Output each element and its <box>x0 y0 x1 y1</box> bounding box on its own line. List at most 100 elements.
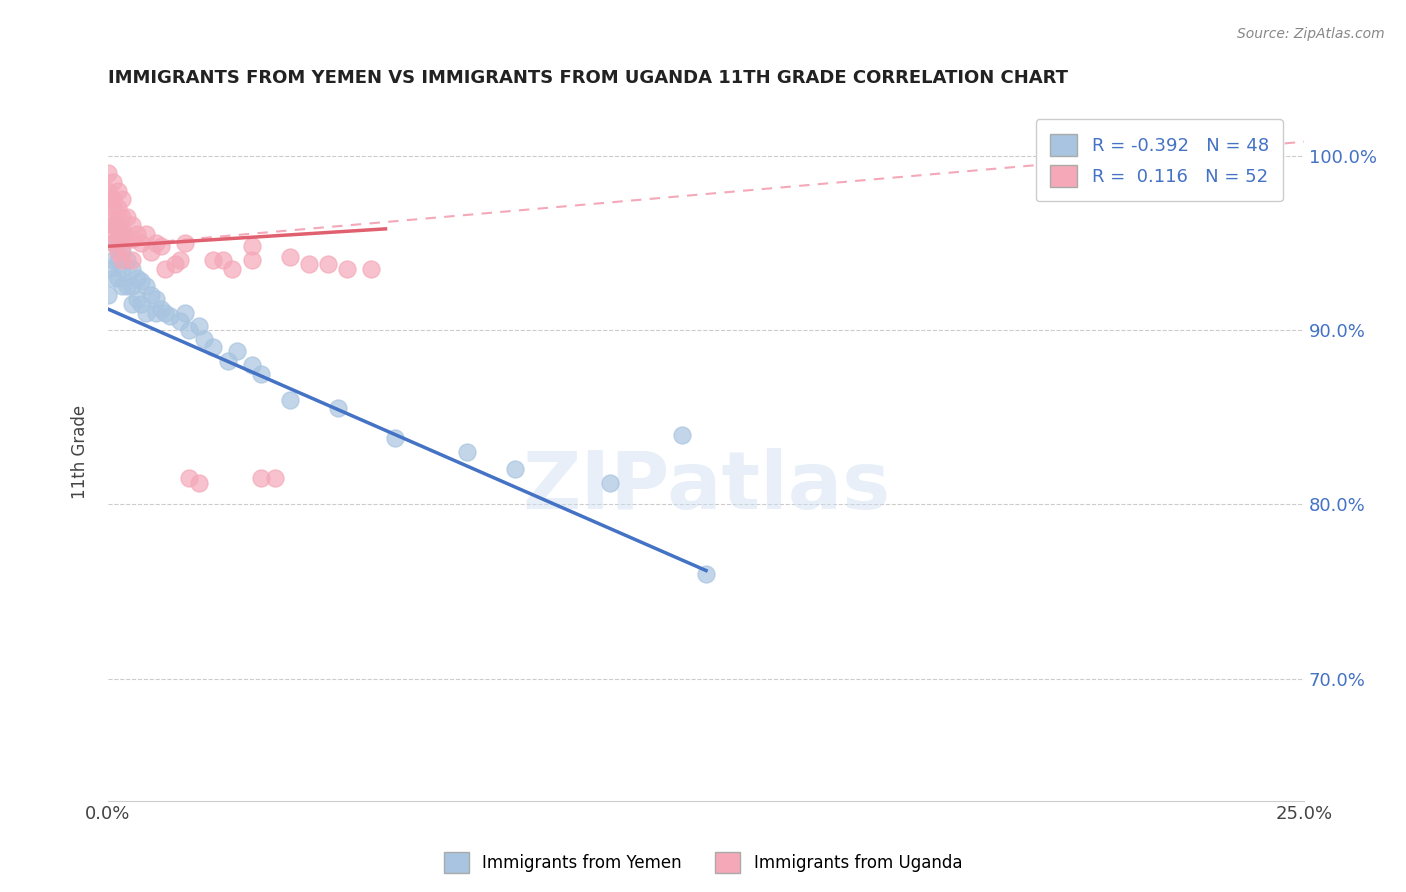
Point <box>97 166 120 180</box>
Point <box>131 235 153 250</box>
Point <box>125 227 148 241</box>
Point <box>121 253 143 268</box>
Point <box>97 262 120 277</box>
Point <box>107 184 129 198</box>
Point <box>135 279 157 293</box>
Point <box>240 239 263 253</box>
Point <box>115 232 138 246</box>
Point <box>278 250 301 264</box>
Point <box>111 244 134 259</box>
Point <box>298 257 321 271</box>
Point <box>145 235 167 250</box>
Point <box>107 219 129 233</box>
Point <box>145 292 167 306</box>
Point <box>107 253 129 268</box>
Point <box>240 358 263 372</box>
Point <box>111 239 134 253</box>
Point <box>101 192 124 206</box>
Point <box>240 253 263 268</box>
Point <box>107 201 129 215</box>
Point <box>111 253 134 268</box>
Point <box>139 288 162 302</box>
Point <box>111 262 134 277</box>
Point <box>217 354 239 368</box>
Point <box>187 319 209 334</box>
Point <box>155 262 177 277</box>
Point <box>101 219 124 233</box>
Point <box>211 253 233 268</box>
Point <box>101 201 124 215</box>
Point <box>326 401 349 416</box>
Point <box>278 392 301 407</box>
Text: ZIPatlas: ZIPatlas <box>522 448 890 526</box>
Point <box>169 253 191 268</box>
Point <box>187 476 209 491</box>
Point <box>125 292 148 306</box>
Legend: Immigrants from Yemen, Immigrants from Uganda: Immigrants from Yemen, Immigrants from U… <box>437 846 969 880</box>
Point <box>121 262 143 277</box>
Point <box>250 367 273 381</box>
Point <box>226 343 249 358</box>
Point <box>316 257 339 271</box>
Point <box>179 471 201 485</box>
Point <box>456 445 478 459</box>
Y-axis label: 11th Grade: 11th Grade <box>72 405 89 499</box>
Point <box>155 305 177 319</box>
Point <box>503 462 526 476</box>
Point <box>107 227 129 241</box>
Point <box>115 279 138 293</box>
Point <box>671 427 693 442</box>
Point <box>173 305 195 319</box>
Point <box>360 262 382 277</box>
Point <box>107 210 129 224</box>
Point <box>179 323 201 337</box>
Point <box>97 184 120 198</box>
Point <box>111 222 134 236</box>
Point <box>173 235 195 250</box>
Point <box>135 305 157 319</box>
Point <box>169 314 191 328</box>
Point <box>202 253 225 268</box>
Point <box>131 274 153 288</box>
Point <box>111 232 134 246</box>
Point <box>695 567 717 582</box>
Point <box>111 192 134 206</box>
Point <box>131 297 153 311</box>
Point <box>384 431 406 445</box>
Point <box>599 476 621 491</box>
Point <box>101 270 124 285</box>
Point <box>101 253 124 268</box>
Point <box>163 257 186 271</box>
Point <box>159 309 181 323</box>
Point <box>101 235 124 250</box>
Point <box>121 279 143 293</box>
Point <box>264 471 287 485</box>
Point <box>111 227 134 241</box>
Point <box>121 219 143 233</box>
Point <box>336 262 359 277</box>
Point <box>115 253 138 268</box>
Point <box>97 192 120 206</box>
Point <box>107 244 129 259</box>
Text: IMMIGRANTS FROM YEMEN VS IMMIGRANTS FROM UGANDA 11TH GRADE CORRELATION CHART: IMMIGRANTS FROM YEMEN VS IMMIGRANTS FROM… <box>108 69 1069 87</box>
Point <box>107 235 129 250</box>
Point <box>135 227 157 241</box>
Point <box>125 270 148 285</box>
Point <box>111 279 134 293</box>
Point <box>101 227 124 241</box>
Point <box>101 219 124 233</box>
Text: Source: ZipAtlas.com: Source: ZipAtlas.com <box>1237 27 1385 41</box>
Point <box>111 210 134 224</box>
Legend: R = -0.392   N = 48, R =  0.116   N = 52: R = -0.392 N = 48, R = 0.116 N = 52 <box>1036 120 1284 202</box>
Point <box>221 262 243 277</box>
Point <box>193 332 215 346</box>
Point <box>250 471 273 485</box>
Point <box>121 297 143 311</box>
Point <box>149 301 172 316</box>
Point <box>149 239 172 253</box>
Point <box>107 270 129 285</box>
Point <box>101 175 124 189</box>
Point <box>202 340 225 354</box>
Point <box>139 244 162 259</box>
Point <box>115 210 138 224</box>
